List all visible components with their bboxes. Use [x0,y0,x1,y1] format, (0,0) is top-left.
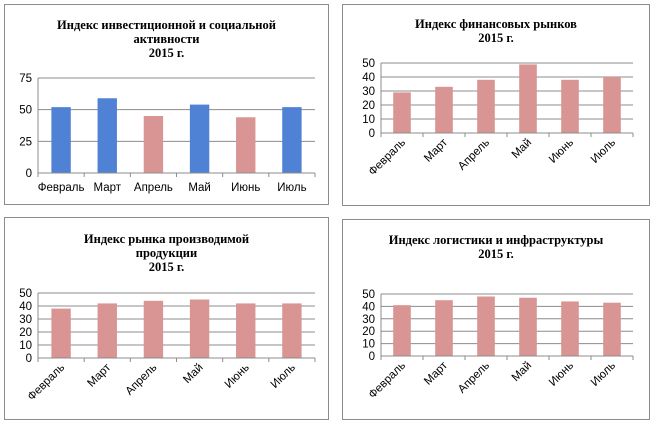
bar [477,296,495,356]
y-tick-label: 0 [26,353,32,365]
y-tick-label: 30 [19,314,32,326]
bar [51,308,71,358]
chart-panel-financial-markets: Индекс финансовых рынков 2015 г. 0 10 20 30… [342,4,650,206]
bar [477,79,495,133]
bar [561,301,579,356]
chart-title-line: Индекс рынка производимой [83,232,250,246]
x-tick-label: Июль [589,137,618,166]
y-tick-label: 75 [19,73,32,85]
x-tick-label: Март [422,136,450,164]
bar [143,300,164,358]
bar [97,98,117,173]
bar [393,305,411,356]
chart-title-line: Индекс инвестиционной и социальной [57,18,276,32]
x-tick-label: Май [510,360,534,384]
y-tick-label: 40 [19,301,32,313]
bar [393,92,411,133]
bar [236,117,256,173]
x-tick-label: Июнь [547,360,576,389]
x-tick-label: Апрель [456,137,492,173]
y-tick-label: 0 [369,351,375,363]
chart-title-line: 2015 г. [478,247,514,261]
y-tick-label: 30 [362,86,375,98]
y-tick-label: 25 [19,136,32,148]
bar [282,107,302,173]
x-tick-label: Май [188,182,211,194]
bar [189,104,210,173]
y-tick-label: 0 [369,128,375,140]
chart-title-line: активности [133,32,200,46]
bar [519,297,537,356]
bar [603,302,621,356]
y-tick-label: 30 [362,314,375,326]
chart-title-line: 2015 г. [148,46,185,60]
bar [519,64,537,133]
x-tick-label: Февраль [367,360,409,402]
y-tick-label: 10 [19,340,32,352]
x-tick-label: Февраль [38,182,85,194]
x-tick-label: Июнь [547,137,576,166]
x-tick-label: Февраль [367,137,409,179]
bar [435,300,453,356]
bar [189,299,210,358]
x-tick-label: Март [93,182,121,194]
bar [51,107,71,173]
bar [603,77,621,133]
bar [282,303,302,358]
chart-title-line: 2015 г. [148,260,185,274]
y-tick-label: 50 [19,105,32,117]
x-tick-label: Март [422,359,450,387]
y-tick-label: 50 [19,288,32,300]
chart-panel-investment-social: Индекс инвестиционной и социальной актив… [4,4,329,205]
x-tick-label: Апрель [134,182,173,194]
x-tick-label: Июнь [223,362,252,391]
chart-title: Индекс логистики и инфраструктуры 2015 г… [343,233,649,261]
y-tick-label: 50 [362,58,375,70]
y-tick-label: 20 [362,100,375,112]
y-tick-label: 40 [362,72,375,84]
chart-title: Индекс инвестиционной и социальной актив… [5,18,328,60]
chart-title: Индекс финансовых рынков 2015 г. [343,17,649,45]
x-tick-label: Февраль [26,362,68,404]
y-tick-label: 10 [362,339,375,351]
y-tick-label: 0 [26,168,32,180]
bar [143,116,164,173]
bar-chart: 0 25 50 75 Февраль Март Апрель Май Июнь Июль [19,73,316,194]
x-tick-label: Июль [589,360,618,389]
bar-chart: 0 10 20 30 40 50 Февраль Март Апрель Май Июнь Июль [362,58,634,179]
chart-title: Индекс рынка производимой продукции 2015… [5,232,328,274]
y-tick-label: 20 [362,326,375,338]
x-tick-label: Март [85,361,113,389]
x-tick-label: Июль [277,182,306,194]
x-tick-label: Апрель [456,360,492,396]
chart-panel-product-market: Индекс рынка производимой продукции 2015… [4,217,329,420]
chart-title-line: продукции [135,246,198,260]
bar [561,79,579,133]
bar [435,86,453,133]
y-tick-label: 50 [362,289,375,301]
y-tick-label: 40 [362,301,375,313]
bar [97,303,117,358]
x-tick-label: Май [510,137,534,161]
bar [236,303,256,358]
x-tick-label: Май [181,362,205,386]
y-tick-label: 20 [19,327,32,339]
x-tick-label: Апрель [123,362,159,398]
x-tick-label: Июнь [231,182,260,194]
chart-title-line: 2015 г. [478,31,514,45]
chart-title-line: Индекс логистики и инфраструктуры [388,233,604,247]
chart-panel-logistics-infrastructure: Индекс логистики и инфраструктуры 2015 г… [342,219,650,420]
x-tick-label: Июль [269,362,298,391]
y-tick-label: 10 [362,114,375,126]
chart-title-line: Индекс финансовых рынков [415,17,577,31]
